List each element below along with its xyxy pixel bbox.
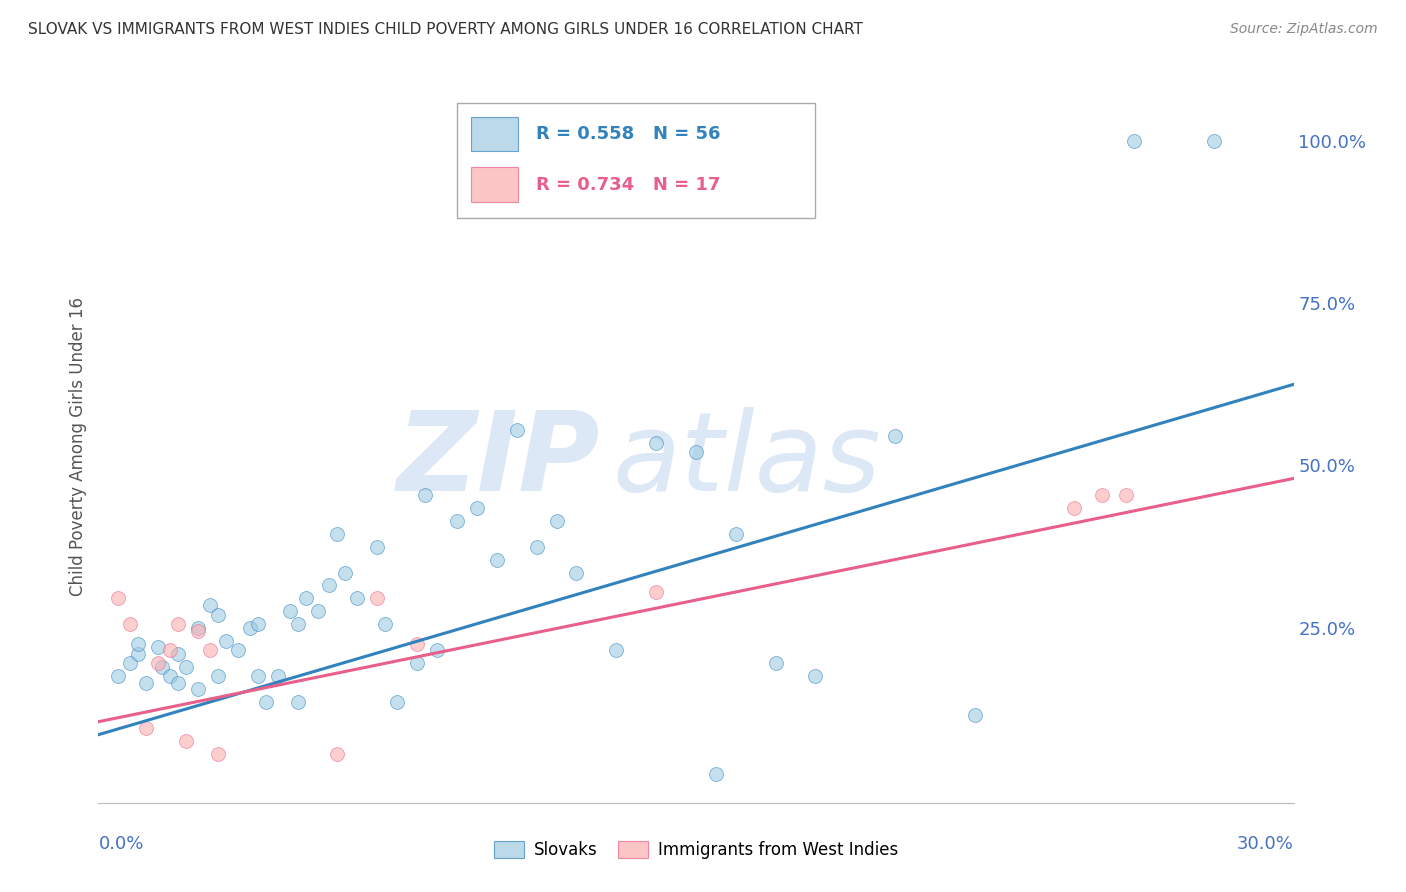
Point [174, 734, 197, 748]
Point [187, 624, 209, 638]
Point [148, 640, 170, 654]
Point [366, 540, 388, 554]
Point [406, 637, 429, 651]
Point [167, 647, 190, 661]
Point [198, 598, 221, 612]
Point [426, 643, 449, 657]
Point [685, 445, 707, 459]
Text: atlas: atlas [613, 407, 882, 514]
Point [465, 500, 488, 515]
Point [346, 591, 368, 606]
Y-axis label: Child Poverty Among Girls Under 16: Child Poverty Among Girls Under 16 [69, 296, 87, 596]
Point [278, 604, 301, 618]
Point [159, 669, 181, 683]
Point [246, 617, 269, 632]
Point [239, 621, 262, 635]
Point [804, 669, 827, 683]
Point [374, 617, 396, 632]
Point [127, 647, 149, 661]
Point [765, 657, 787, 671]
Point [246, 669, 269, 683]
Point [724, 526, 747, 541]
Point [135, 675, 157, 690]
Point [254, 695, 277, 709]
Point [159, 643, 181, 657]
Point [150, 659, 173, 673]
Point [267, 669, 290, 683]
Point [215, 633, 238, 648]
Point [120, 617, 142, 632]
Point [1063, 500, 1085, 515]
Point [307, 604, 329, 618]
Point [645, 435, 668, 450]
Point [413, 488, 436, 502]
Point [187, 682, 209, 697]
Point [294, 591, 316, 606]
Point [107, 591, 129, 606]
Point [167, 675, 190, 690]
Point [565, 566, 588, 580]
Point [207, 747, 229, 761]
Point [127, 637, 149, 651]
Text: Source: ZipAtlas.com: Source: ZipAtlas.com [1230, 22, 1378, 37]
Point [1202, 134, 1225, 148]
Point [526, 540, 548, 554]
Point [326, 526, 349, 541]
Point [107, 669, 129, 683]
Point [605, 643, 627, 657]
Point [207, 669, 229, 683]
Point [704, 766, 727, 780]
Point [506, 423, 529, 437]
Point [884, 429, 907, 443]
Text: ZIP: ZIP [396, 407, 600, 514]
Point [287, 617, 309, 632]
Text: 0.0%: 0.0% [98, 835, 143, 853]
Point [485, 552, 508, 566]
Point [135, 721, 157, 735]
Point [174, 659, 197, 673]
Point [1091, 488, 1114, 502]
Text: SLOVAK VS IMMIGRANTS FROM WEST INDIES CHILD POVERTY AMONG GIRLS UNDER 16 CORRELA: SLOVAK VS IMMIGRANTS FROM WEST INDIES CH… [28, 22, 863, 37]
Point [198, 643, 221, 657]
Point [963, 708, 986, 723]
Point [335, 566, 357, 580]
Point [167, 617, 190, 632]
Point [366, 591, 388, 606]
Point [1115, 488, 1137, 502]
Text: 30.0%: 30.0% [1237, 835, 1294, 853]
Point [120, 657, 142, 671]
Point [207, 607, 229, 622]
Point [1123, 134, 1146, 148]
Point [446, 514, 468, 528]
Point [148, 657, 170, 671]
Point [326, 747, 349, 761]
Point [287, 695, 309, 709]
Point [406, 657, 429, 671]
Legend: Slovaks, Immigrants from West Indies: Slovaks, Immigrants from West Indies [488, 834, 904, 866]
Point [318, 578, 340, 592]
Point [385, 695, 409, 709]
Point [645, 585, 668, 599]
Point [546, 514, 568, 528]
Point [226, 643, 249, 657]
Point [187, 621, 209, 635]
